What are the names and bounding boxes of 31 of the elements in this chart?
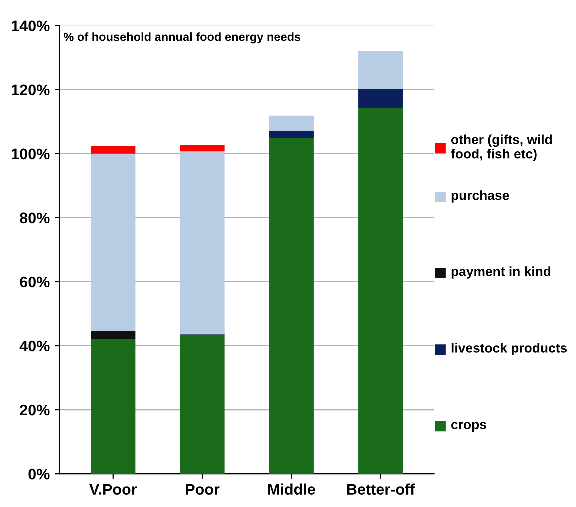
y-tick-label: 0% <box>28 468 50 480</box>
bar <box>269 138 314 474</box>
bar <box>91 146 136 154</box>
bar <box>91 338 136 474</box>
bar <box>269 116 314 131</box>
bar <box>180 334 225 474</box>
bar <box>180 152 225 334</box>
y-tick-label: 60% <box>20 276 50 288</box>
y-tick-label: 140% <box>12 20 50 32</box>
legend-label: purchase <box>452 190 510 203</box>
y-tick-label: 100% <box>12 148 50 160</box>
y-tick-label: 80% <box>20 212 50 224</box>
bar <box>358 108 404 474</box>
bar <box>91 154 136 331</box>
x-tick-label: Poor <box>186 484 220 495</box>
y-tick-label: 20% <box>20 404 50 416</box>
bar <box>91 330 136 339</box>
y-axis-title: % of household annual food energy needs <box>64 32 301 44</box>
bar <box>358 89 404 108</box>
legend-label: livestock products <box>452 343 568 356</box>
y-tick-label: 40% <box>20 340 50 352</box>
legend-label: payment in kind <box>452 266 551 279</box>
bar <box>269 130 314 138</box>
x-tick-label: Middle <box>268 484 316 495</box>
x-tick-label: Better-off <box>347 484 416 495</box>
legend-label: crops <box>452 422 486 432</box>
bar <box>358 51 404 90</box>
legend-label: other (gifts, wild food, fish etc) <box>451 134 552 162</box>
x-tick-label: V.Poor <box>90 484 138 495</box>
y-tick-label: 120% <box>12 84 50 96</box>
bar <box>180 144 225 152</box>
